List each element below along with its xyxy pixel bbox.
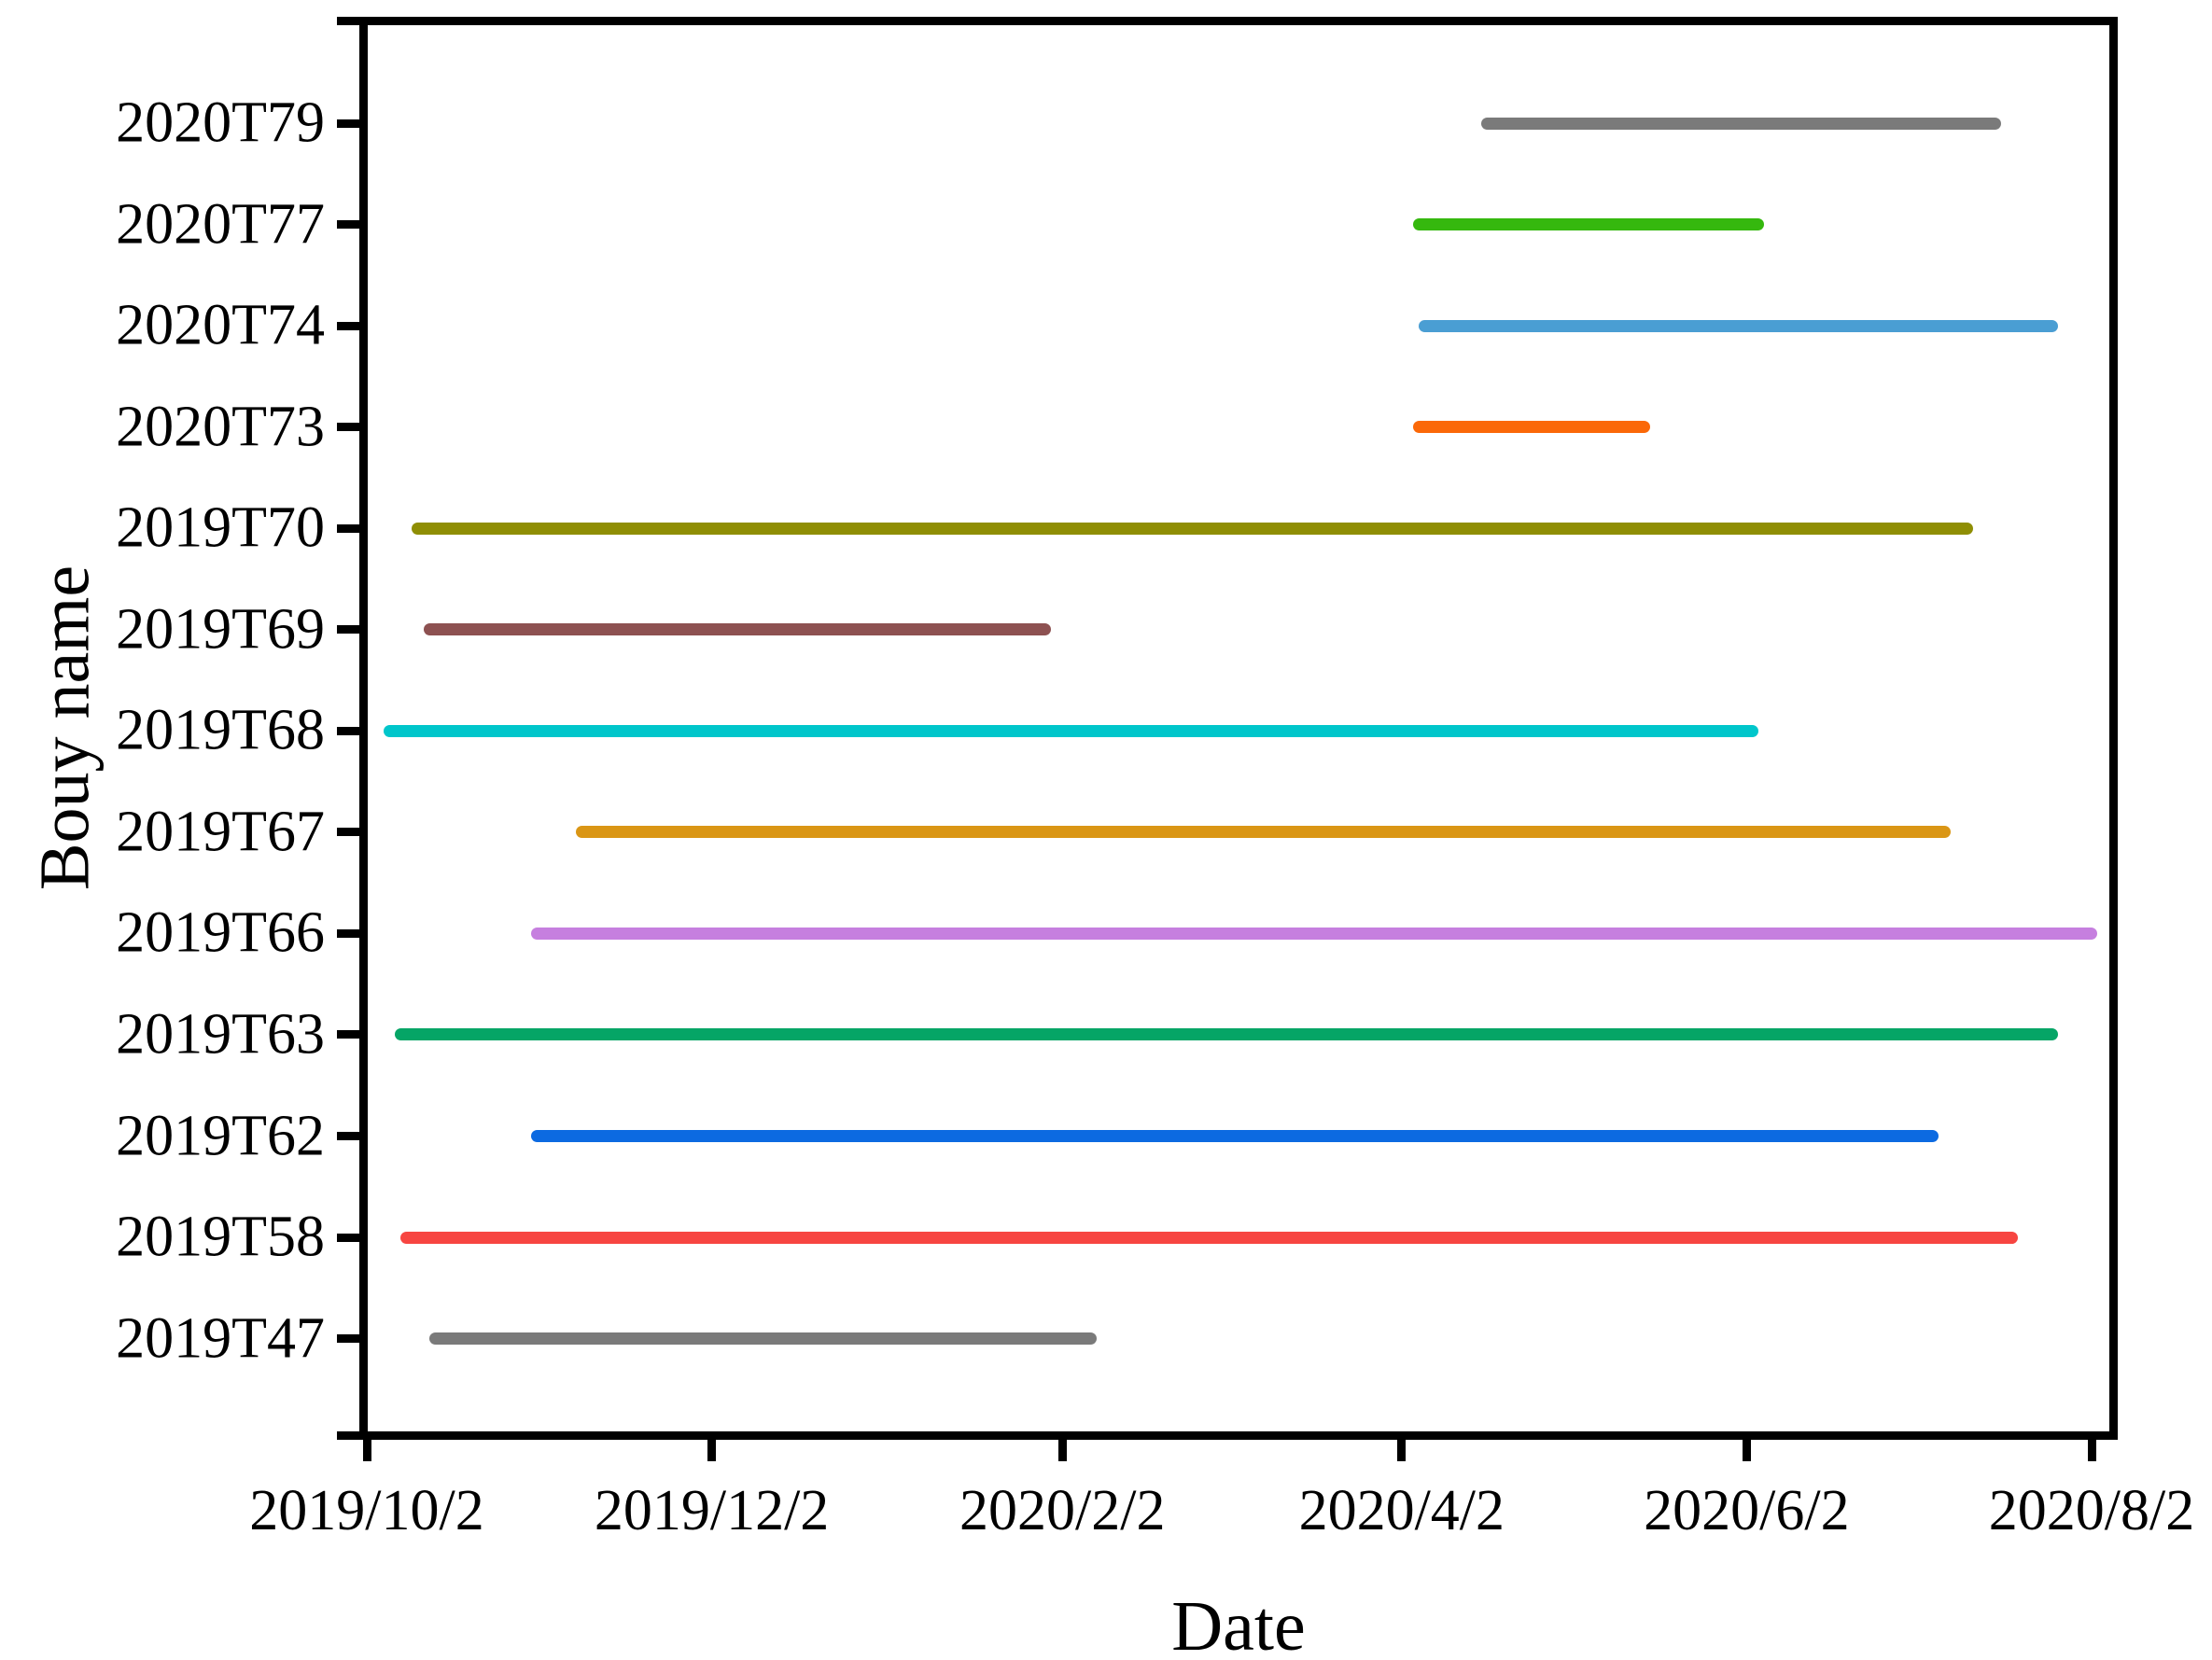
x-tick: [707, 1435, 717, 1461]
x-tick-label: 2020/2/2: [959, 1479, 1166, 1542]
y-tick: [337, 423, 363, 432]
y-axis-end-tick: [337, 1430, 363, 1440]
y-tick-label: 2019T70: [116, 495, 325, 560]
x-tick-label: 2020/8/2: [1988, 1479, 2195, 1542]
y-tick-label: 2019T58: [116, 1205, 325, 1269]
y-tick: [337, 828, 363, 837]
y-tick: [337, 220, 363, 230]
x-tick-label: 2020/4/2: [1298, 1479, 1505, 1542]
series-line-2019T70: [412, 522, 1973, 535]
series-line-2019T62: [530, 1130, 1939, 1142]
y-tick: [337, 726, 363, 735]
y-tick-label: 2019T66: [116, 900, 325, 965]
series-line-2020T74: [1418, 319, 2058, 332]
y-tick-label: 2019T62: [116, 1104, 325, 1167]
series-line-2020T77: [1412, 218, 1764, 231]
series-line-2019T58: [400, 1231, 2019, 1244]
x-tick-label: 2019/12/2: [594, 1479, 830, 1542]
y-tick: [337, 625, 363, 635]
y-tick: [337, 119, 363, 128]
series-line-2019T63: [395, 1028, 2058, 1041]
y-tick: [337, 1030, 363, 1039]
x-tick: [1397, 1435, 1407, 1461]
y-tick: [337, 523, 363, 533]
y-axis-end-tick: [337, 16, 363, 25]
x-tick: [2087, 1435, 2096, 1461]
x-tick-label: 2019/10/2: [249, 1479, 484, 1542]
y-tick-label: 2020T73: [116, 395, 325, 459]
y-tick: [337, 321, 363, 330]
x-tick: [1742, 1435, 1751, 1461]
y-tick-label: 2019T67: [116, 800, 325, 864]
series-line-2019T66: [530, 927, 2098, 940]
series-line-2020T79: [1480, 117, 2002, 130]
y-tick-label: 2019T63: [116, 1002, 325, 1067]
series-line-2019T69: [423, 623, 1052, 636]
y-tick: [337, 1132, 363, 1140]
series-line-2019T67: [576, 826, 1951, 839]
y-tick-label: 2020T77: [116, 192, 325, 257]
x-axis-title: Date: [1171, 1587, 1306, 1660]
y-tick: [337, 1334, 363, 1344]
y-tick-label: 2019T68: [116, 698, 325, 762]
series-line-2020T73: [1412, 421, 1651, 434]
y-tick-label: 2020T74: [116, 293, 325, 357]
y-tick-label: 2020T79: [116, 91, 325, 155]
series-line-2019T47: [428, 1332, 1097, 1346]
y-tick-label: 2019T47: [116, 1306, 325, 1371]
y-tick-label: 2019T69: [116, 597, 325, 662]
x-tick: [1057, 1435, 1067, 1461]
y-tick: [337, 928, 363, 938]
series-line-2019T68: [384, 724, 1758, 737]
x-tick-label: 2020/6/2: [1644, 1479, 1850, 1542]
y-tick: [337, 1233, 363, 1242]
x-tick: [362, 1435, 371, 1461]
